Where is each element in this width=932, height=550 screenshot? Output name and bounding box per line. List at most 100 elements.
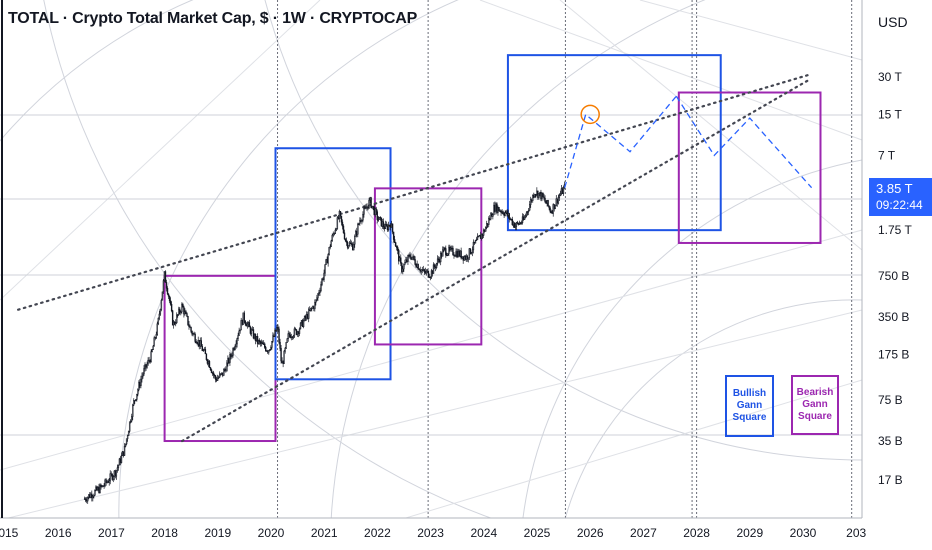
- candle-body: [492, 214, 494, 217]
- candle-body: [105, 479, 107, 483]
- candle-body: [502, 211, 504, 215]
- candle-body: [207, 361, 210, 364]
- candle-body: [371, 205, 373, 208]
- candle-body: [551, 212, 553, 214]
- candle-body: [220, 373, 222, 375]
- candle-body: [154, 337, 156, 339]
- candle-body: [159, 308, 162, 315]
- candle-body: [447, 253, 449, 256]
- candle-body: [161, 291, 164, 301]
- candle-body: [432, 264, 435, 274]
- candle-body: [265, 347, 267, 352]
- candle-body: [214, 375, 217, 380]
- candle-body: [230, 354, 232, 357]
- candle-body: [135, 399, 137, 401]
- candle-body: [441, 252, 443, 257]
- y-tick-label: 17 B: [878, 473, 903, 487]
- candle-body: [538, 193, 540, 198]
- candle-body: [394, 242, 397, 247]
- candle-body: [374, 208, 376, 215]
- candle-body: [511, 219, 514, 225]
- candle-body: [145, 364, 147, 368]
- candle-body: [201, 346, 204, 352]
- candle-body: [477, 235, 480, 238]
- candle-body: [209, 367, 212, 371]
- candle-body: [428, 276, 431, 279]
- candle-body: [211, 372, 214, 374]
- candle-body: [261, 342, 264, 345]
- candle-body: [91, 493, 93, 499]
- candle-body: [271, 340, 273, 348]
- candle-body: [333, 233, 335, 235]
- candle-body: [546, 200, 548, 204]
- candle-body: [251, 329, 254, 331]
- candle-body: [153, 337, 155, 347]
- candle-body: [140, 378, 142, 387]
- candle-body: [537, 190, 539, 198]
- candle-body: [212, 372, 215, 376]
- candle-body: [417, 263, 419, 270]
- candle-body: [291, 336, 294, 339]
- candle-body: [301, 320, 304, 327]
- candle-body: [166, 287, 169, 295]
- candle-body: [366, 206, 368, 209]
- candle-body: [471, 249, 474, 253]
- candle-body: [548, 205, 550, 209]
- candle-body: [254, 334, 257, 342]
- candle-body: [196, 342, 198, 345]
- candle-body: [336, 217, 339, 230]
- candle-body: [462, 256, 464, 261]
- candle-body: [116, 467, 119, 471]
- candle-body: [491, 213, 493, 217]
- x-tick-label: 203: [846, 526, 866, 540]
- candle-body: [550, 211, 552, 213]
- candle-body: [100, 484, 102, 488]
- candle-body: [455, 251, 457, 257]
- candle-body: [264, 343, 266, 348]
- candle-body: [308, 309, 310, 319]
- candle-body: [415, 264, 417, 268]
- candle-body: [483, 229, 486, 232]
- candle-body: [510, 218, 512, 221]
- candle-body: [152, 345, 154, 351]
- gann-arc: [559, 299, 863, 541]
- candle-body: [482, 229, 485, 236]
- candle-body: [314, 302, 316, 310]
- current-price-badge: 3.85 T 09:22:44: [869, 178, 932, 216]
- currency-selector[interactable]: USD: [878, 14, 908, 30]
- candle-body: [272, 335, 274, 342]
- candle-body: [486, 223, 488, 228]
- candle-body: [184, 311, 186, 315]
- candle-body: [215, 379, 218, 381]
- candle-body: [454, 255, 456, 257]
- candle-body: [158, 313, 161, 319]
- x-tick-label: 2029: [736, 526, 763, 540]
- candle-body: [305, 314, 308, 319]
- candle-body: [401, 262, 403, 272]
- candle-body: [323, 272, 325, 280]
- candle-body: [259, 341, 262, 344]
- candle-body: [414, 259, 416, 265]
- candle-body: [531, 199, 533, 201]
- candle-body: [321, 278, 323, 285]
- candle-body: [242, 312, 244, 325]
- candle-body: [347, 245, 350, 248]
- candle-body: [269, 349, 271, 351]
- candle-body: [406, 259, 408, 262]
- candle-body: [119, 458, 122, 463]
- candle-body: [139, 381, 141, 387]
- candle-body: [365, 207, 367, 209]
- candle-body: [382, 221, 385, 227]
- candle-body: [226, 362, 228, 372]
- candle-body: [459, 250, 461, 257]
- candle-body: [494, 204, 496, 212]
- candle-body: [241, 320, 243, 325]
- candle-body: [144, 364, 146, 369]
- candle-body: [210, 369, 213, 374]
- candle-body: [138, 381, 140, 390]
- candle-body: [294, 328, 297, 330]
- candle-body: [170, 303, 173, 311]
- candle-body: [173, 321, 176, 325]
- candle-body: [142, 373, 144, 377]
